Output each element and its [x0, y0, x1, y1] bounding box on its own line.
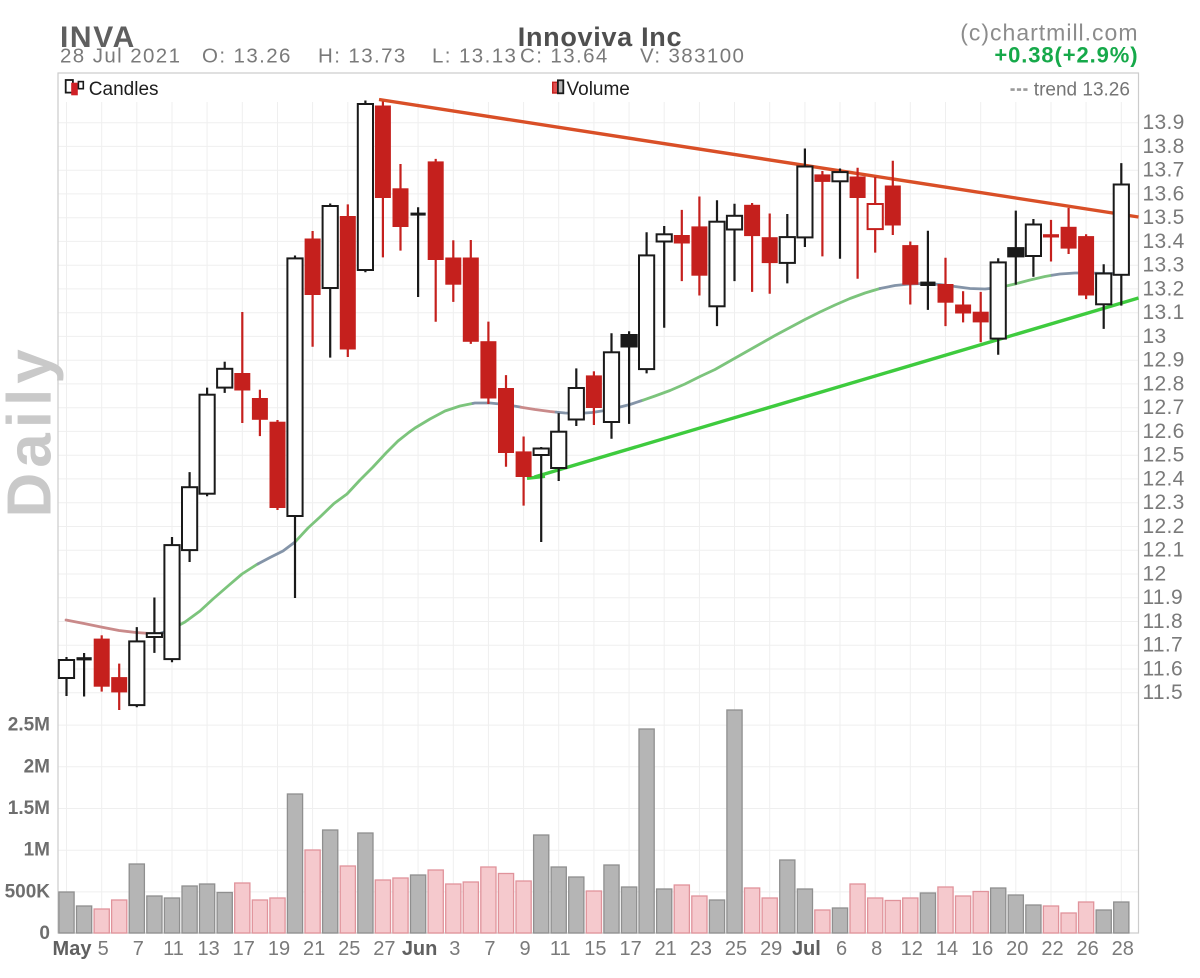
- svg-text:trend 13.26: trend 13.26: [1034, 79, 1130, 100]
- svg-text:Jun: Jun: [402, 938, 438, 960]
- svg-text:H: 13.73: H: 13.73: [318, 45, 407, 68]
- svg-text:Innoviva Inc: Innoviva Inc: [518, 22, 682, 52]
- svg-text:+0.38(+2.9%): +0.38(+2.9%): [994, 43, 1138, 68]
- svg-text:11: 11: [163, 938, 184, 960]
- svg-text:7: 7: [484, 938, 495, 960]
- svg-text:11.5: 11.5: [1143, 681, 1184, 704]
- svg-text:Jul: Jul: [792, 938, 821, 960]
- svg-text:11.8: 11.8: [1143, 610, 1184, 633]
- svg-text:27: 27: [373, 938, 395, 960]
- svg-text:15: 15: [584, 938, 606, 960]
- svg-text:13.1: 13.1: [1143, 301, 1185, 324]
- svg-text:V: 383100: V: 383100: [640, 45, 745, 68]
- svg-text:11.7: 11.7: [1143, 634, 1184, 657]
- svg-text:13: 13: [1143, 325, 1167, 348]
- svg-text:9: 9: [520, 938, 531, 960]
- svg-text:12.4: 12.4: [1143, 467, 1185, 490]
- svg-text:Volume: Volume: [567, 79, 630, 100]
- svg-text:13.7: 13.7: [1143, 159, 1185, 182]
- svg-text:13.9: 13.9: [1143, 111, 1185, 134]
- svg-text:11.9: 11.9: [1143, 586, 1184, 609]
- svg-text:22: 22: [1041, 938, 1063, 960]
- svg-text:13.3: 13.3: [1143, 254, 1185, 277]
- svg-text:13: 13: [197, 938, 219, 960]
- svg-text:28 Jul 2021: 28 Jul 2021: [60, 45, 181, 68]
- svg-text:L: 13.13: L: 13.13: [432, 45, 517, 68]
- svg-text:14: 14: [936, 938, 958, 960]
- svg-text:19: 19: [268, 938, 290, 960]
- svg-text:Daily: Daily: [0, 344, 65, 517]
- svg-text:12.3: 12.3: [1143, 491, 1185, 514]
- svg-text:0: 0: [39, 923, 50, 944]
- svg-text:12.6: 12.6: [1143, 420, 1185, 443]
- svg-text:20: 20: [1006, 938, 1028, 960]
- svg-text:3: 3: [449, 938, 460, 960]
- svg-text:8: 8: [871, 938, 882, 960]
- svg-text:12.2: 12.2: [1143, 515, 1185, 538]
- svg-text:2.5M: 2.5M: [8, 715, 50, 736]
- svg-text:16: 16: [971, 938, 993, 960]
- svg-text:13.6: 13.6: [1143, 182, 1185, 205]
- svg-text:Candles: Candles: [89, 79, 159, 100]
- svg-text:7: 7: [133, 938, 144, 960]
- svg-text:13.2: 13.2: [1143, 277, 1185, 300]
- svg-text:28: 28: [1112, 938, 1134, 960]
- svg-text:29: 29: [760, 938, 782, 960]
- svg-text:13.8: 13.8: [1143, 135, 1185, 158]
- svg-text:12.9: 12.9: [1143, 349, 1185, 372]
- svg-text:1.5M: 1.5M: [8, 798, 50, 819]
- svg-text:(c)chartmill.com: (c)chartmill.com: [960, 20, 1138, 46]
- svg-text:13.4: 13.4: [1143, 230, 1185, 253]
- svg-text:O: 13.26: O: 13.26: [202, 45, 292, 68]
- svg-text:12.7: 12.7: [1143, 396, 1185, 419]
- svg-text:25: 25: [725, 938, 747, 960]
- svg-text:11.6: 11.6: [1143, 658, 1184, 681]
- svg-text:21: 21: [655, 938, 677, 960]
- svg-text:6: 6: [836, 938, 847, 960]
- svg-text:25: 25: [338, 938, 360, 960]
- svg-text:23: 23: [690, 938, 712, 960]
- svg-text:17: 17: [619, 938, 641, 960]
- svg-text:17: 17: [233, 938, 255, 960]
- svg-text:12.8: 12.8: [1143, 372, 1185, 395]
- svg-text:12.1: 12.1: [1143, 539, 1185, 562]
- svg-text:INVA: INVA: [60, 21, 136, 54]
- svg-text:12: 12: [1143, 563, 1167, 586]
- svg-text:5: 5: [98, 938, 109, 960]
- svg-text:21: 21: [303, 938, 325, 960]
- svg-text:May: May: [53, 938, 93, 960]
- svg-text:11: 11: [550, 938, 571, 960]
- svg-text:C: 13.64: C: 13.64: [520, 45, 609, 68]
- svg-text:26: 26: [1076, 938, 1098, 960]
- svg-text:500K: 500K: [5, 881, 51, 902]
- svg-text:12.5: 12.5: [1143, 444, 1185, 467]
- svg-text:1M: 1M: [24, 840, 50, 861]
- svg-text:13.5: 13.5: [1143, 206, 1185, 229]
- svg-text:2M: 2M: [24, 756, 50, 777]
- svg-text:12: 12: [901, 938, 923, 960]
